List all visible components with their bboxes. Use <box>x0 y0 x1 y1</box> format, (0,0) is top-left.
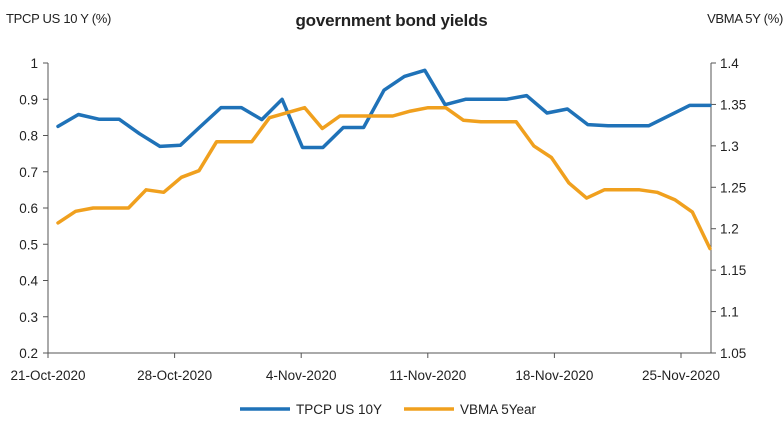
right-tick-label: 1.3 <box>720 139 739 154</box>
x-tick-label: 25-Nov-2020 <box>642 368 720 383</box>
series-line <box>56 105 712 251</box>
left-tick-label: 0.7 <box>19 165 38 180</box>
series-line <box>56 68 712 150</box>
left-axis-title: TPCP US 10 Y (%) <box>6 11 112 26</box>
right-tick-label: 1.05 <box>720 346 746 361</box>
right-tick-label: 1.25 <box>720 180 746 195</box>
series-layer <box>56 68 712 251</box>
chart-title: government bond yields <box>295 11 488 30</box>
left-tick-label: 1 <box>30 56 38 71</box>
left-tick-label: 0.9 <box>19 92 38 107</box>
legend: TPCP US 10Y VBMA 5Year <box>240 402 537 417</box>
x-tick-label: 21-Oct-2020 <box>10 368 85 383</box>
x-tick-label: 28-Oct-2020 <box>137 368 212 383</box>
x-tick-label: 11-Nov-2020 <box>389 368 466 383</box>
legend-label: VBMA 5Year <box>460 402 537 417</box>
x-tick-label: 4-Nov-2020 <box>266 368 337 383</box>
right-tick-label: 1.15 <box>720 263 746 278</box>
right-axis-title: VBMA 5Y (%) <box>707 11 783 26</box>
left-tick-label: 0.8 <box>19 129 38 144</box>
right-tick-label: 1.2 <box>720 222 739 237</box>
right-tick-label: 1.35 <box>720 97 746 112</box>
right-tick-label: 1.4 <box>720 56 739 71</box>
x-tick-label: 18-Nov-2020 <box>515 368 593 383</box>
legend-label: TPCP US 10Y <box>296 402 382 417</box>
left-tick-label: 0.5 <box>19 237 38 252</box>
left-tick-label: 0.3 <box>19 310 38 325</box>
right-tick-label: 1.1 <box>720 305 739 320</box>
left-tick-label: 0.2 <box>19 346 38 361</box>
left-tick-label: 0.6 <box>19 201 38 216</box>
axes: 0.2 0.3 0.4 0.5 0.6 0.7 0.8 0.9 1 1.05 1.1 1.15 1.2 1… <box>10 56 746 383</box>
left-tick-label: 0.4 <box>19 274 38 289</box>
